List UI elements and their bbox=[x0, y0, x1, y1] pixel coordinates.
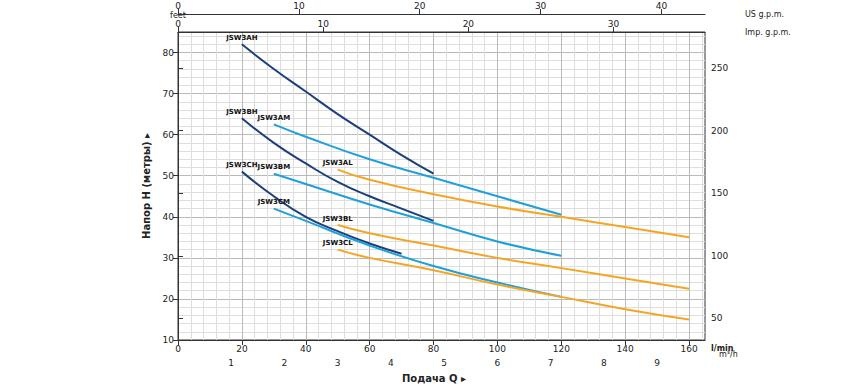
svg-text:40: 40 bbox=[163, 212, 175, 222]
svg-text:30: 30 bbox=[163, 253, 175, 263]
svg-text:200: 200 bbox=[711, 126, 728, 136]
svg-text:feet: feet bbox=[170, 10, 186, 20]
svg-text:4: 4 bbox=[388, 358, 394, 368]
svg-text:20: 20 bbox=[414, 1, 426, 11]
svg-text:160: 160 bbox=[680, 344, 697, 354]
svg-text:JSW3CL: JSW3CL bbox=[322, 239, 353, 247]
svg-text:US g.p.m.: US g.p.m. bbox=[745, 10, 784, 19]
svg-text:JSW3AH: JSW3AH bbox=[225, 34, 258, 42]
svg-text:40: 40 bbox=[300, 344, 312, 354]
svg-text:JSW3CH: JSW3CH bbox=[225, 161, 257, 169]
svg-text:8: 8 bbox=[601, 358, 607, 368]
svg-text:0: 0 bbox=[175, 344, 181, 354]
svg-text:60: 60 bbox=[364, 344, 376, 354]
svg-text:5: 5 bbox=[441, 358, 447, 368]
svg-text:JSW3CM: JSW3CM bbox=[257, 198, 290, 206]
svg-text:60: 60 bbox=[163, 130, 175, 140]
svg-text:250: 250 bbox=[711, 63, 728, 73]
svg-text:JSW3BM: JSW3BM bbox=[257, 163, 291, 171]
svg-text:50: 50 bbox=[163, 171, 175, 181]
svg-text:9: 9 bbox=[654, 358, 660, 368]
svg-text:2: 2 bbox=[282, 358, 288, 368]
svg-text:120: 120 bbox=[553, 344, 570, 354]
svg-text:Напор H (метры) ▸: Напор H (метры) ▸ bbox=[141, 133, 152, 239]
svg-text:20: 20 bbox=[236, 344, 248, 354]
svg-text:80: 80 bbox=[428, 344, 440, 354]
svg-text:JSW3BL: JSW3BL bbox=[322, 215, 354, 223]
svg-text:30: 30 bbox=[608, 19, 620, 29]
svg-text:1: 1 bbox=[228, 358, 234, 368]
svg-text:20: 20 bbox=[463, 19, 475, 29]
svg-text:100: 100 bbox=[489, 344, 506, 354]
svg-text:140: 140 bbox=[617, 344, 634, 354]
svg-text:50: 50 bbox=[711, 313, 723, 323]
svg-text:40: 40 bbox=[656, 1, 668, 11]
svg-text:7: 7 bbox=[548, 358, 554, 368]
svg-text:JSW3AM: JSW3AM bbox=[257, 114, 291, 122]
svg-text:10: 10 bbox=[293, 1, 305, 11]
svg-text:3: 3 bbox=[335, 358, 341, 368]
svg-text:JSW3BH: JSW3BH bbox=[225, 108, 258, 116]
svg-text:6: 6 bbox=[495, 358, 501, 368]
svg-text:l/min: l/min bbox=[711, 343, 734, 353]
svg-text:100: 100 bbox=[711, 251, 728, 261]
svg-text:10: 10 bbox=[317, 19, 329, 29]
svg-text:30: 30 bbox=[535, 1, 547, 11]
svg-text:Imp. g.p.m.: Imp. g.p.m. bbox=[745, 28, 791, 37]
svg-text:0: 0 bbox=[175, 1, 181, 11]
svg-text:10: 10 bbox=[163, 335, 175, 345]
svg-text:150: 150 bbox=[711, 188, 728, 198]
svg-text:m³/h: m³/h bbox=[719, 350, 738, 359]
svg-text:80: 80 bbox=[163, 48, 175, 58]
svg-text:0: 0 bbox=[175, 19, 181, 29]
svg-text:70: 70 bbox=[163, 89, 175, 99]
svg-text:20: 20 bbox=[163, 294, 175, 304]
svg-text:Подача Q ▸: Подача Q ▸ bbox=[402, 373, 466, 384]
svg-text:JSW3AL: JSW3AL bbox=[322, 159, 354, 167]
